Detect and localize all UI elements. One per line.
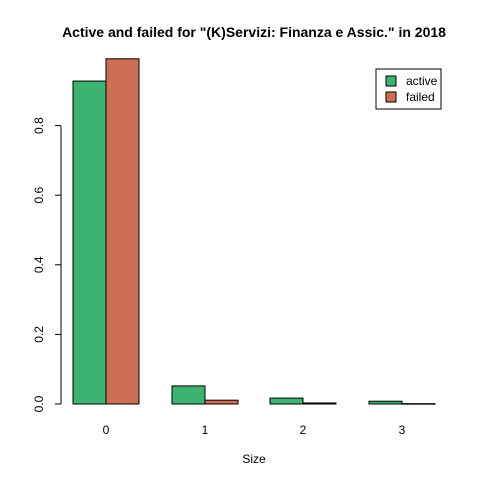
- x-axis-label: Size: [242, 452, 266, 466]
- bar-active-2: [270, 398, 303, 404]
- x-tick-label: 2: [300, 423, 307, 437]
- bar-failed-0: [106, 59, 139, 404]
- bar-active-0: [73, 81, 106, 404]
- legend-swatch-active: [386, 76, 396, 86]
- y-tick-label: 0.0: [32, 395, 46, 412]
- bar-failed-1: [205, 400, 238, 404]
- bar-failed-2: [303, 403, 336, 404]
- x-axis-labels: 0 1 2 3: [103, 423, 406, 437]
- legend-label-active: active: [406, 74, 438, 88]
- x-tick-label: 1: [202, 423, 209, 437]
- y-tick-label: 0.4: [32, 256, 46, 273]
- bar-failed-3: [402, 404, 435, 405]
- bars: [73, 59, 435, 404]
- bar-active-1: [172, 386, 205, 404]
- x-tick-label: 0: [103, 423, 110, 437]
- bar-active-3: [369, 401, 402, 404]
- y-axis: 0.0 0.2 0.4 0.6 0.8: [32, 117, 61, 412]
- legend: active failed: [376, 69, 441, 109]
- chart-title: Active and failed for "(K)Servizi: Finan…: [62, 24, 446, 40]
- x-tick-label: 3: [399, 423, 406, 437]
- legend-swatch-failed: [386, 92, 396, 102]
- y-tick-label: 0.2: [32, 326, 46, 343]
- legend-label-failed: failed: [406, 90, 435, 104]
- y-tick-label: 0.8: [32, 117, 46, 134]
- y-tick-label: 0.6: [32, 187, 46, 204]
